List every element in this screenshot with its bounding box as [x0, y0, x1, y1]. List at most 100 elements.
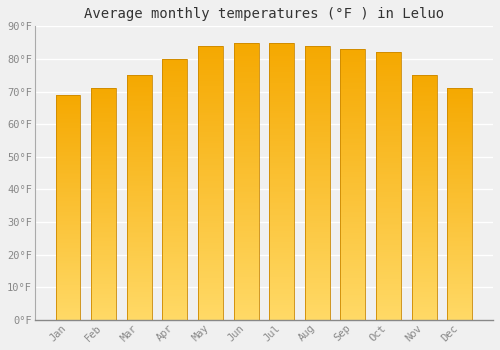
Bar [234, 237, 258, 239]
Bar [412, 134, 436, 135]
Bar [340, 136, 365, 138]
Bar [234, 180, 258, 181]
Bar [198, 145, 223, 146]
Bar [412, 196, 436, 198]
Bar [269, 281, 294, 283]
Bar [234, 294, 258, 296]
Bar [269, 313, 294, 314]
Bar [448, 91, 472, 93]
Bar [305, 95, 330, 97]
Bar [91, 303, 116, 304]
Bar [448, 173, 472, 175]
Bar [198, 305, 223, 307]
Bar [376, 88, 401, 90]
Bar [448, 99, 472, 101]
Bar [340, 172, 365, 174]
Bar [91, 101, 116, 102]
Bar [340, 78, 365, 80]
Bar [340, 289, 365, 291]
Bar [162, 209, 188, 210]
Bar [198, 185, 223, 187]
Bar [234, 170, 258, 172]
Bar [412, 97, 436, 98]
Bar [91, 178, 116, 180]
Bar [376, 236, 401, 238]
Bar [198, 291, 223, 293]
Bar [234, 275, 258, 278]
Bar [127, 111, 152, 113]
Bar [412, 167, 436, 168]
Bar [234, 200, 258, 202]
Bar [269, 63, 294, 65]
Bar [56, 308, 80, 309]
Bar [162, 123, 188, 125]
Bar [162, 259, 188, 261]
Bar [305, 66, 330, 68]
Bar [448, 287, 472, 289]
Bar [56, 176, 80, 177]
Bar [127, 248, 152, 250]
Bar [127, 225, 152, 227]
Bar [412, 83, 436, 85]
Bar [56, 221, 80, 222]
Bar [340, 163, 365, 164]
Bar [234, 313, 258, 314]
Bar [127, 92, 152, 93]
Bar [234, 44, 258, 46]
Bar [340, 141, 365, 143]
Bar [412, 95, 436, 97]
Bar [91, 192, 116, 193]
Bar [234, 144, 258, 146]
Bar [91, 198, 116, 200]
Bar [340, 260, 365, 262]
Bar [340, 228, 365, 230]
Bar [269, 141, 294, 142]
Bar [127, 173, 152, 175]
Bar [162, 228, 188, 230]
Bar [91, 304, 116, 306]
Bar [376, 117, 401, 118]
Bar [448, 263, 472, 264]
Bar [269, 207, 294, 209]
Bar [91, 96, 116, 98]
Bar [448, 104, 472, 105]
Bar [269, 164, 294, 167]
Bar [305, 46, 330, 320]
Bar [305, 139, 330, 141]
Bar [412, 80, 436, 82]
Bar [234, 107, 258, 109]
Bar [376, 188, 401, 190]
Bar [198, 75, 223, 77]
Bar [269, 229, 294, 231]
Bar [162, 181, 188, 182]
Bar [376, 72, 401, 74]
Bar [91, 195, 116, 196]
Bar [376, 140, 401, 141]
Bar [340, 268, 365, 270]
Bar [162, 111, 188, 113]
Bar [198, 148, 223, 150]
Bar [162, 278, 188, 280]
Bar [376, 275, 401, 277]
Bar [56, 300, 80, 302]
Bar [305, 203, 330, 205]
Bar [305, 218, 330, 219]
Bar [305, 80, 330, 82]
Bar [340, 128, 365, 130]
Bar [340, 307, 365, 309]
Bar [448, 298, 472, 300]
Bar [234, 288, 258, 290]
Bar [448, 132, 472, 133]
Bar [162, 241, 188, 243]
Bar [234, 187, 258, 189]
Bar [234, 215, 258, 216]
Bar [448, 193, 472, 195]
Bar [305, 254, 330, 256]
Bar [234, 255, 258, 257]
Bar [269, 272, 294, 274]
Bar [269, 56, 294, 57]
Bar [198, 232, 223, 234]
Bar [198, 212, 223, 214]
Bar [269, 270, 294, 272]
Bar [234, 318, 258, 320]
